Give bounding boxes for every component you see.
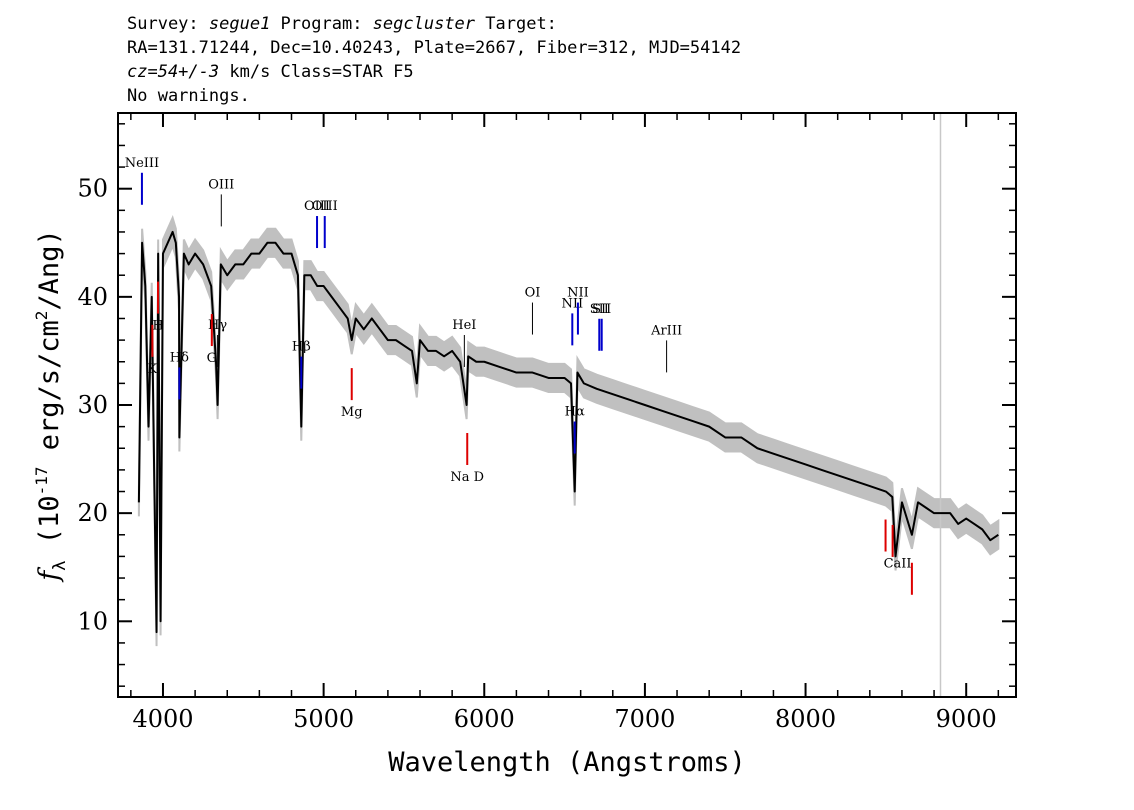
header-line-4: No warnings. [127,86,250,106]
spectrum-line [137,230,999,634]
y-axis-title: fλ (10-17 erg/s/cm2/Ang) [32,229,70,582]
y-axis-title-open: (10 [34,495,65,560]
y-axis-title-exponent: -17 [32,467,51,496]
absorption-line-label: Mg [341,405,363,420]
y-tick-label: 20 [77,499,108,527]
emission-line-label: SII [590,302,609,317]
plot-layer: NeIIIHδHγOIIIHβOIIIOIIIHeIOINIIHαNIISIIS… [125,113,1000,697]
target-label: Target: [475,14,557,34]
spectrum-header: Survey: segue1 Program: segcluster Targe… [127,12,741,108]
header-line-1: Survey: segue1 Program: segcluster Targe… [127,12,741,36]
absorption-line-label: H [152,319,163,334]
x-tick-label: 7000 [614,705,675,733]
absorption-line-label: Na D [450,470,484,485]
absorption-line-label: K [148,362,158,377]
ticks-layer: 4000 5000 6000 7000 8000 9000 10 20 30 40 50 [77,113,1016,733]
emission-line-label: OI [525,286,541,301]
x-tick-label: 4000 [132,705,193,733]
y-tick-label: 40 [77,283,108,311]
y-axis-title-symbol: f [34,567,65,583]
survey-label: Survey: [127,14,209,34]
header-line-2: RA=131.71244, Dec=10.40243, Plate=2667, … [127,38,742,58]
y-axis-title-end: /Ang) [34,229,65,310]
y-tick-label: 10 [77,607,108,635]
header-line-3: cz=54+/-3 km/s Class=STAR F5 [127,60,741,84]
emission-line-label: OIII [312,199,338,214]
x-tick-label: 5000 [293,705,354,733]
absorption-line-label: CaII [884,557,912,572]
y-tick-label: 30 [77,391,108,419]
emission-line-label: HeI [452,318,476,333]
x-tick-label: 8000 [775,705,836,733]
x-tick-label: 6000 [454,705,515,733]
emission-line-label: Hβ [292,340,311,355]
emission-line-label: OIII [304,199,330,214]
y-tick-label: 50 [77,175,108,203]
absorption-line-label: G [207,351,217,366]
emission-line-label: Hα [565,405,585,420]
y-axis-title-exponent-2: 2 [32,311,51,321]
emission-line-label: NeIII [125,156,159,171]
class-value: km/s Class=STAR F5 [219,62,414,82]
x-tick-label: 9000 [936,705,997,733]
emission-line-label: Hγ [208,318,227,333]
emission-line-label: OIII [208,177,234,192]
survey-value: segue1 [208,14,271,34]
error-band [137,215,1000,647]
program-value: segcluster [372,14,476,34]
program-label: Program: [270,14,373,34]
emission-line-label: ArIII [650,323,682,338]
emission-line-label: Hδ [170,350,189,365]
emission-line-label: SII [592,302,611,317]
redshift-value: cz=54+/-3 [127,62,220,82]
y-axis-title-subscript: λ [50,560,70,570]
emission-line-label: NII [567,286,589,301]
x-axis-title: Wavelength (Angstroms) [388,747,746,778]
y-axis-title-unit: erg/s/cm [34,320,65,466]
